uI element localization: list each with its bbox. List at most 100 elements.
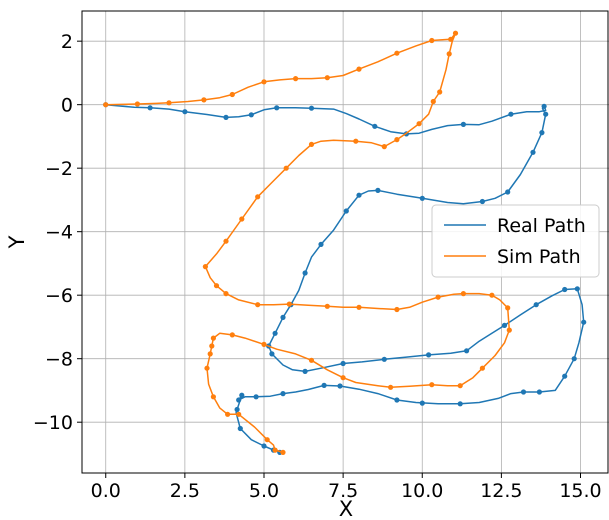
data-point-real-path	[536, 389, 543, 395]
data-point-real-path	[501, 322, 508, 328]
data-point-real-path	[340, 360, 346, 367]
data-point-real-path	[274, 105, 280, 111]
x-tick-label: 5.0	[249, 480, 279, 502]
data-point-sim-path	[272, 447, 278, 453]
y-tick-label: −4	[45, 222, 73, 244]
data-point-real-path	[356, 192, 362, 198]
y-tick-label: −10	[33, 412, 73, 434]
legend-label-real-path: Real Path	[497, 215, 586, 237]
data-point-sim-path	[229, 332, 235, 338]
data-point-sim-path	[324, 75, 330, 81]
y-axis-label: Y	[5, 235, 29, 249]
data-point-sim-path	[435, 294, 441, 300]
data-point-real-path	[302, 368, 308, 374]
data-point-sim-path	[308, 141, 315, 147]
data-point-sim-path	[388, 384, 394, 390]
data-point-sim-path	[261, 79, 267, 85]
data-point-sim-path	[429, 37, 435, 44]
series-line-sim-path	[105, 32, 511, 454]
data-point-real-path	[539, 130, 545, 136]
data-point-sim-path	[229, 91, 235, 98]
data-point-real-path	[479, 198, 485, 205]
x-axis-label: X	[339, 497, 353, 520]
data-point-real-path	[343, 208, 349, 214]
y-tick-label: 0	[61, 95, 73, 117]
data-point-real-path	[419, 195, 425, 201]
data-point-sim-path	[437, 89, 443, 95]
y-tick-label: 2	[61, 31, 73, 53]
x-tick-label: 2.5	[170, 480, 200, 502]
data-point-sim-path	[293, 76, 299, 82]
data-point-sim-path	[286, 301, 292, 307]
data-point-real-path	[237, 425, 243, 432]
data-point-sim-path	[356, 66, 362, 72]
data-point-real-path	[261, 443, 267, 449]
data-point-sim-path	[353, 138, 359, 144]
data-point-sim-path	[166, 100, 172, 106]
data-point-sim-path	[207, 351, 213, 357]
data-point-sim-path	[430, 98, 436, 105]
data-point-real-path	[223, 114, 229, 120]
data-point-real-path	[280, 391, 286, 397]
data-point-real-path	[562, 373, 568, 379]
data-point-real-path	[419, 400, 425, 406]
data-point-real-path	[562, 286, 568, 293]
data-point-sim-path	[204, 365, 210, 371]
data-point-sim-path	[460, 291, 466, 297]
data-point-sim-path	[236, 411, 242, 417]
data-point-real-path	[253, 394, 259, 400]
data-point-real-path	[337, 383, 343, 389]
data-point-real-path	[272, 330, 278, 336]
data-point-real-path	[375, 187, 381, 193]
data-point-sim-path	[255, 194, 261, 200]
y-axis-ticks: −10 −8 −6 −4 −2 0 2	[33, 31, 82, 434]
data-point-sim-path	[264, 437, 270, 443]
x-tick-label: 0.0	[91, 480, 121, 502]
data-point-sim-path	[209, 343, 215, 349]
data-point-sim-path	[134, 101, 140, 107]
series-layer	[103, 30, 587, 455]
data-point-real-path	[234, 406, 240, 413]
data-point-real-path	[464, 348, 470, 354]
data-point-sim-path	[225, 411, 231, 417]
data-point-real-path	[308, 105, 315, 111]
data-point-real-path	[269, 351, 275, 357]
data-point-sim-path	[394, 50, 400, 56]
data-point-sim-path	[210, 394, 216, 400]
data-point-sim-path	[356, 304, 362, 310]
data-point-sim-path	[394, 306, 400, 313]
data-point-sim-path	[261, 341, 267, 347]
data-point-real-path	[182, 109, 188, 115]
y-tick-label: −8	[45, 349, 73, 371]
x-axis-ticks: 0.0 2.5 5.0 7.5 10.0 12.5 15.0	[91, 473, 602, 502]
data-point-real-path	[302, 270, 308, 276]
data-point-real-path	[280, 314, 286, 320]
data-point-sim-path	[223, 238, 229, 244]
data-point-real-path	[543, 111, 549, 117]
data-point-real-path	[460, 121, 466, 127]
legend-label-sim-path: Sim Path	[497, 246, 581, 268]
data-point-sim-path	[340, 375, 346, 381]
x-tick-label: 10.0	[401, 480, 443, 502]
legend: Real Path Sim Path	[431, 204, 600, 278]
data-point-sim-path	[457, 383, 463, 389]
data-point-sim-path	[446, 51, 452, 57]
data-point-sim-path	[479, 365, 485, 371]
data-point-sim-path	[324, 303, 330, 309]
data-point-real-path	[457, 401, 463, 407]
data-point-real-path	[530, 149, 536, 155]
x-tick-label: 7.5	[328, 480, 358, 502]
data-point-real-path	[381, 356, 387, 362]
data-point-sim-path	[452, 30, 459, 36]
x-tick-label: 15.0	[559, 480, 601, 502]
data-point-real-path	[236, 397, 242, 403]
data-point-sim-path	[213, 283, 220, 289]
data-point-sim-path	[416, 121, 422, 127]
data-point-real-path	[533, 302, 539, 308]
data-point-real-path	[426, 352, 432, 358]
data-point-sim-path	[506, 327, 512, 333]
data-point-sim-path	[448, 36, 454, 42]
data-point-real-path	[321, 382, 327, 388]
data-point-real-path	[248, 112, 254, 118]
